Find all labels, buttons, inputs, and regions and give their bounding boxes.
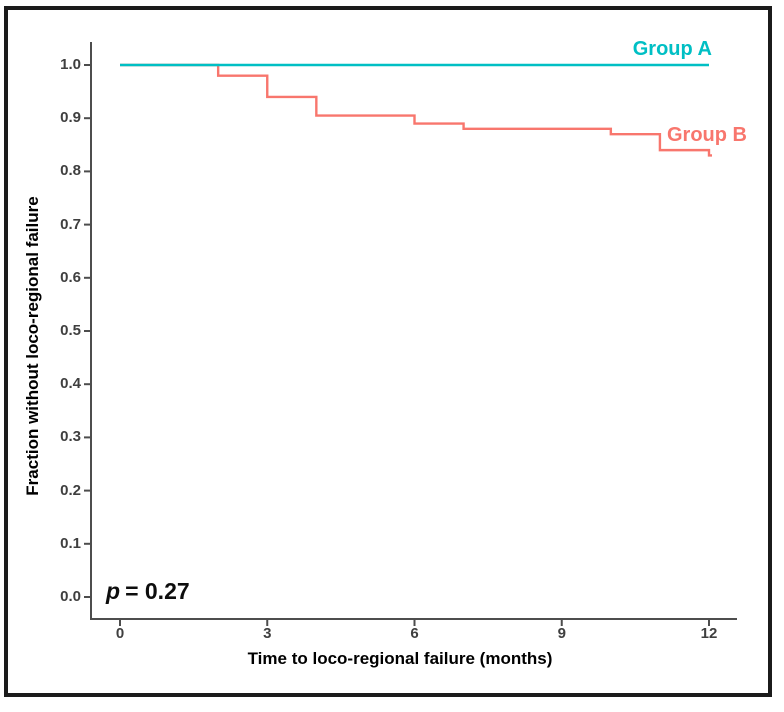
p-value-text: = 0.27 — [125, 578, 190, 604]
y-tick-label: 0.5 — [60, 322, 81, 339]
y-tick-label: 0.0 — [60, 588, 81, 605]
x-tick-label: 3 — [263, 625, 272, 642]
y-tick-label: 0.4 — [60, 375, 81, 393]
x-tick-label: 0 — [115, 625, 125, 642]
y-tick-label: 0.2 — [60, 481, 81, 499]
y-tick-label: 0.1 — [60, 534, 81, 552]
y-tick-label: 0.8 — [60, 162, 81, 180]
y-axis-title: Fraction without loco-regional failure — [23, 196, 42, 496]
p-symbol: p — [106, 578, 121, 604]
x-axis-title: Time to loco-regional failure (months) — [247, 649, 553, 668]
series-line-group-b — [120, 63, 712, 157]
x-tick-label: 12 — [700, 625, 718, 642]
y-tick-label: 0.6 — [60, 268, 81, 286]
y-tick-label: 0.7 — [60, 215, 81, 233]
series-label-group-a: Group A — [632, 38, 712, 60]
y-tick-label: 0.9 — [60, 109, 81, 127]
x-tick-label: 9 — [557, 625, 566, 642]
y-tick-label: 0.3 — [60, 428, 81, 446]
series-label-group-b: Group B — [667, 124, 747, 146]
figure-frame — [4, 6, 772, 697]
p-value-annotation: p = 0.27 — [106, 578, 190, 605]
y-tick-label: 1.0 — [60, 56, 81, 73]
x-tick-label: 6 — [410, 625, 419, 642]
